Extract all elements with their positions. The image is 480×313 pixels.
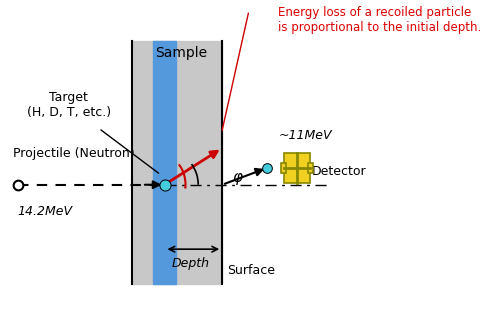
Bar: [153, 41, 176, 284]
Bar: [308, 163, 313, 173]
Text: Sample: Sample: [155, 46, 207, 60]
Bar: [284, 153, 310, 183]
Bar: [280, 163, 286, 173]
Text: Energy loss of a recoiled particle
is proportional to the initial depth.: Energy loss of a recoiled particle is pr…: [278, 6, 480, 34]
Text: 14.2MeV: 14.2MeV: [18, 205, 73, 218]
Bar: [132, 41, 222, 284]
Text: Target
(H, D, T, etc.): Target (H, D, T, etc.): [27, 90, 111, 119]
Text: φ: φ: [232, 170, 242, 185]
Text: Detector: Detector: [312, 165, 367, 178]
Text: ~11MeV: ~11MeV: [278, 129, 332, 142]
Text: Projectile (Neutron): Projectile (Neutron): [12, 147, 134, 160]
Text: Surface: Surface: [228, 264, 276, 277]
Text: Depth: Depth: [172, 257, 210, 270]
